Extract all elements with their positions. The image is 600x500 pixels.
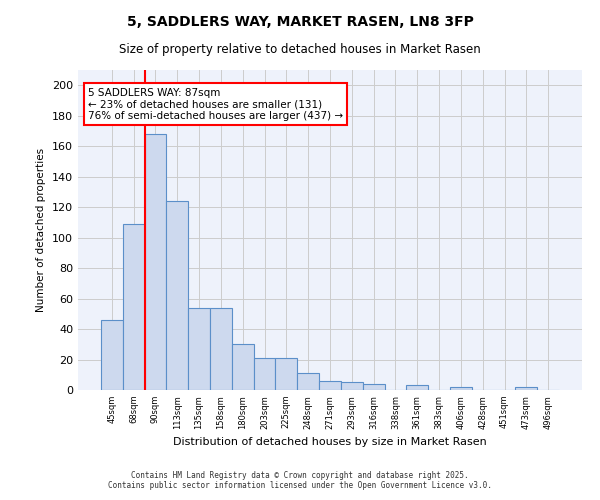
Bar [123, 224, 145, 390]
Text: 5 SADDLERS WAY: 87sqm
← 23% of detached houses are smaller (131)
76% of semi-det: 5 SADDLERS WAY: 87sqm ← 23% of detached … [88, 88, 343, 121]
Bar [406, 386, 428, 390]
Text: 5, SADDLERS WAY, MARKET RASEN, LN8 3FP: 5, SADDLERS WAY, MARKET RASEN, LN8 3FP [127, 15, 473, 29]
Bar [254, 358, 275, 390]
Bar [297, 373, 319, 390]
Bar [341, 382, 363, 390]
Text: Size of property relative to detached houses in Market Rasen: Size of property relative to detached ho… [119, 42, 481, 56]
Bar [101, 320, 123, 390]
Bar [515, 387, 537, 390]
Bar [210, 308, 232, 390]
Bar [450, 387, 472, 390]
Bar [145, 134, 166, 390]
Y-axis label: Number of detached properties: Number of detached properties [37, 148, 46, 312]
Bar [275, 358, 297, 390]
Bar [363, 384, 385, 390]
Text: Contains HM Land Registry data © Crown copyright and database right 2025.
Contai: Contains HM Land Registry data © Crown c… [108, 470, 492, 490]
Bar [166, 201, 188, 390]
X-axis label: Distribution of detached houses by size in Market Rasen: Distribution of detached houses by size … [173, 437, 487, 447]
Bar [232, 344, 254, 390]
Bar [319, 381, 341, 390]
Bar [188, 308, 210, 390]
